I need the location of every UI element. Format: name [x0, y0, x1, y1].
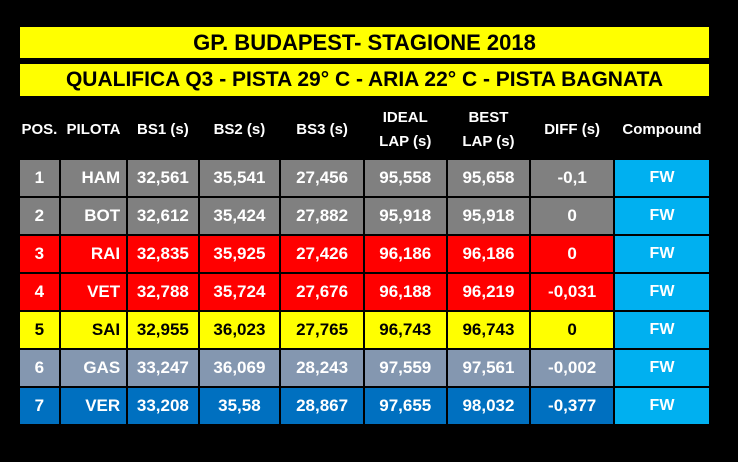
bs2-cell: 35,424 — [199, 198, 280, 234]
diff-cell: -0,1 — [531, 160, 613, 196]
ideal-lap-cell: 96,743 — [364, 312, 446, 348]
pos-cell: 3 — [20, 236, 59, 272]
ideal-lap-cell: 95,558 — [364, 160, 446, 196]
header-diff: DIFF (s) — [531, 102, 613, 158]
ideal-lap-cell: 96,186 — [364, 236, 446, 272]
ideal-lap-cell: 95,918 — [364, 198, 446, 234]
table-row: 6 GAS 33,247 36,069 28,243 97,559 97,561 -0,002… — [20, 350, 709, 386]
table-row: 1 HAM 32,561 35,541 27,456 95,558 95,658 -0,1 FW — [20, 160, 709, 196]
header-bs2: BS2 (s) — [199, 102, 280, 158]
table-row: 3 RAI 32,835 35,925 27,426 96,186 96,186 0 FW — [20, 236, 709, 272]
pos-cell: 5 — [20, 312, 59, 348]
table-row: 5 SAI 32,955 36,023 27,765 96,743 96,743 0 FW — [20, 312, 709, 348]
diff-cell: -0,031 — [531, 274, 613, 310]
bs1-cell: 32,561 — [128, 160, 198, 196]
compound-cell: FW — [614, 160, 709, 196]
bs1-cell: 32,788 — [128, 274, 198, 310]
page-title: GP. BUDAPEST- STAGIONE 2018 — [18, 25, 711, 60]
best-lap-cell: 95,658 — [447, 160, 530, 196]
best-lap-cell: 97,561 — [447, 350, 530, 386]
driver-cell: VER — [60, 388, 127, 424]
header-bs3: BS3 (s) — [281, 102, 363, 158]
diff-cell: -0,002 — [531, 350, 613, 386]
bs2-cell: 35,925 — [199, 236, 280, 272]
bs1-cell: 32,955 — [128, 312, 198, 348]
bs3-cell: 27,676 — [281, 274, 363, 310]
bs2-cell: 35,541 — [199, 160, 280, 196]
header-bs1: BS1 (s) — [128, 102, 198, 158]
bs3-cell: 27,456 — [281, 160, 363, 196]
driver-cell: BOT — [60, 198, 127, 234]
bs3-cell: 28,867 — [281, 388, 363, 424]
bs1-cell: 33,208 — [128, 388, 198, 424]
bs1-cell: 32,835 — [128, 236, 198, 272]
diff-cell: 0 — [531, 312, 613, 348]
compound-cell: FW — [614, 350, 709, 386]
bs3-cell: 27,765 — [281, 312, 363, 348]
bs3-cell: 27,882 — [281, 198, 363, 234]
compound-cell: FW — [614, 388, 709, 424]
diff-cell: -0,377 — [531, 388, 613, 424]
pos-cell: 2 — [20, 198, 59, 234]
table-row: 4 VET 32,788 35,724 27,676 96,188 96,219 -0,031… — [20, 274, 709, 310]
table-row: 2 BOT 32,612 35,424 27,882 95,918 95,918 0 FW — [20, 198, 709, 234]
diff-cell: 0 — [531, 236, 613, 272]
header-ideal-lap: IDEAL LAP (s) — [364, 102, 446, 158]
pos-cell: 7 — [20, 388, 59, 424]
header-best-line1: BEST — [468, 109, 509, 126]
header-row: POS. PILOTA BS1 (s) BS2 (s) BS3 (s) IDEA… — [20, 102, 709, 158]
session-subtitle: QUALIFICA Q3 - PISTA 29° C - ARIA 22° C … — [18, 62, 711, 98]
pos-cell: 4 — [20, 274, 59, 310]
compound-cell: FW — [614, 236, 709, 272]
header-ideal-line1: IDEAL — [382, 109, 428, 126]
header-compound: Compound — [614, 102, 709, 158]
driver-cell: HAM — [60, 160, 127, 196]
driver-cell: GAS — [60, 350, 127, 386]
pos-cell: 6 — [20, 350, 59, 386]
best-lap-cell: 96,743 — [447, 312, 530, 348]
header-pilota: PILOTA — [60, 102, 127, 158]
driver-cell: RAI — [60, 236, 127, 272]
driver-cell: VET — [60, 274, 127, 310]
qualifying-table: POS. PILOTA BS1 (s) BS2 (s) BS3 (s) IDEA… — [18, 100, 711, 426]
bs1-cell: 33,247 — [128, 350, 198, 386]
table-row: 7 VER 33,208 35,58 28,867 97,655 98,032 -0,377 F… — [20, 388, 709, 424]
header-best-lap: BEST LAP (s) — [447, 102, 530, 158]
best-lap-cell: 96,186 — [447, 236, 530, 272]
compound-cell: FW — [614, 312, 709, 348]
best-lap-cell: 96,219 — [447, 274, 530, 310]
driver-cell: SAI — [60, 312, 127, 348]
bs2-cell: 35,724 — [199, 274, 280, 310]
pos-cell: 1 — [20, 160, 59, 196]
bs2-cell: 36,023 — [199, 312, 280, 348]
compound-cell: FW — [614, 198, 709, 234]
bs2-cell: 36,069 — [199, 350, 280, 386]
header-ideal-line2: LAP (s) — [379, 133, 432, 150]
header-pos: POS. — [20, 102, 59, 158]
compound-cell: FW — [614, 274, 709, 310]
ideal-lap-cell: 97,655 — [364, 388, 446, 424]
diff-cell: 0 — [531, 198, 613, 234]
bs3-cell: 27,426 — [281, 236, 363, 272]
header-best-line2: LAP (s) — [462, 133, 515, 150]
ideal-lap-cell: 97,559 — [364, 350, 446, 386]
best-lap-cell: 98,032 — [447, 388, 530, 424]
bs3-cell: 28,243 — [281, 350, 363, 386]
best-lap-cell: 95,918 — [447, 198, 530, 234]
bs1-cell: 32,612 — [128, 198, 198, 234]
bs2-cell: 35,58 — [199, 388, 280, 424]
ideal-lap-cell: 96,188 — [364, 274, 446, 310]
